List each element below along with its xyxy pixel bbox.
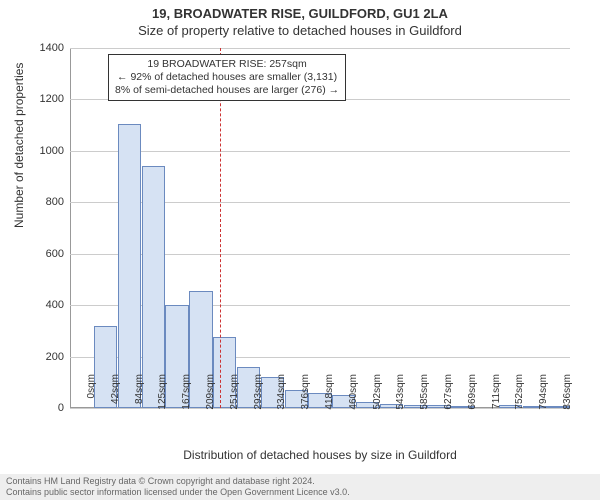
annotation-line1: 19 BROADWATER RISE: 257sqm xyxy=(115,58,339,71)
y-tick-label: 600 xyxy=(30,248,64,260)
y-tick-label: 1400 xyxy=(30,42,64,54)
attribution-line2: Contains public sector information licen… xyxy=(6,487,594,498)
attribution-box: Contains HM Land Registry data © Crown c… xyxy=(0,474,600,500)
x-tick-label: 376sqm xyxy=(300,374,311,414)
y-tick-label: 1200 xyxy=(30,93,64,105)
subject-marker-line xyxy=(220,48,221,408)
y-axis-line xyxy=(70,48,71,408)
x-tick-label: 334sqm xyxy=(276,374,287,414)
grid-line xyxy=(70,48,570,49)
x-tick-label: 209sqm xyxy=(205,374,216,414)
x-tick-label: 752sqm xyxy=(514,374,525,414)
x-tick-label: 167sqm xyxy=(181,374,192,414)
x-tick-label: 502sqm xyxy=(372,374,383,414)
histogram-bar xyxy=(118,124,141,408)
x-tick-label: 251sqm xyxy=(229,374,240,414)
x-tick-label: 711sqm xyxy=(491,374,502,414)
x-tick-label: 836sqm xyxy=(562,374,573,414)
x-tick-label: 585sqm xyxy=(419,374,430,414)
histogram-bar xyxy=(142,166,165,408)
x-tick-label: 42sqm xyxy=(110,374,121,414)
x-tick-label: 0sqm xyxy=(86,374,97,414)
x-tick-label: 627sqm xyxy=(443,374,454,414)
annotation-line3: 8% of semi-detached houses are larger (2… xyxy=(115,84,339,97)
y-tick-label: 400 xyxy=(30,299,64,311)
y-axis-label: Number of detached properties xyxy=(12,63,26,228)
chart-title-line2: Size of property relative to detached ho… xyxy=(0,21,600,38)
x-tick-label: 418sqm xyxy=(324,374,335,414)
x-tick-label: 543sqm xyxy=(395,374,406,414)
x-tick-label: 669sqm xyxy=(467,374,478,414)
y-tick-label: 0 xyxy=(30,402,64,414)
x-tick-label: 84sqm xyxy=(134,374,145,414)
annotation-box: 19 BROADWATER RISE: 257sqm← 92% of detac… xyxy=(108,54,346,101)
chart-container: 19, BROADWATER RISE, GUILDFORD, GU1 2LA … xyxy=(0,0,600,500)
annotation-line2: ← 92% of detached houses are smaller (3,… xyxy=(115,71,339,84)
x-axis-label: Distribution of detached houses by size … xyxy=(70,448,570,462)
x-tick-label: 460sqm xyxy=(348,374,359,414)
plot-area: 02004006008001000120014000sqm42sqm84sqm1… xyxy=(70,48,570,408)
chart-title-line1: 19, BROADWATER RISE, GUILDFORD, GU1 2LA xyxy=(0,0,600,21)
y-tick-label: 1000 xyxy=(30,145,64,157)
y-tick-label: 200 xyxy=(30,351,64,363)
x-tick-label: 794sqm xyxy=(538,374,549,414)
attribution-line1: Contains HM Land Registry data © Crown c… xyxy=(6,476,594,487)
x-tick-label: 125sqm xyxy=(157,374,168,414)
y-tick-label: 800 xyxy=(30,196,64,208)
grid-line xyxy=(70,151,570,152)
x-tick-label: 293sqm xyxy=(253,374,264,414)
